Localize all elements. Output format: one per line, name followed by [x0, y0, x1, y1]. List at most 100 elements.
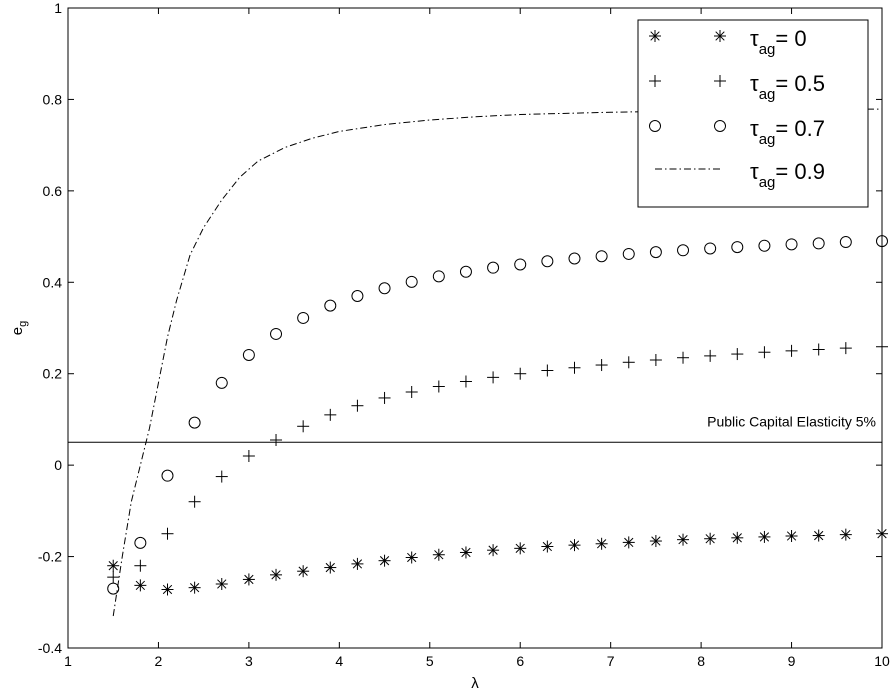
legend-item-0: τag= 0	[649, 26, 807, 58]
y-tick-label: 0.4	[43, 274, 63, 290]
data-point	[839, 236, 852, 249]
data-point	[649, 354, 662, 366]
data-point	[324, 561, 337, 574]
data-point	[595, 537, 608, 550]
data-point	[134, 579, 147, 592]
data-point	[324, 408, 337, 421]
data-point	[487, 371, 500, 384]
data-point	[134, 536, 147, 549]
x-tick-label: 8	[697, 653, 705, 669]
legend-subscript: ag	[759, 41, 776, 58]
legend-label: τag= 0.7	[750, 116, 825, 148]
data-point	[161, 583, 174, 596]
series-1	[107, 340, 888, 584]
legend-label: τag= 0.5	[750, 71, 825, 103]
data-point	[785, 344, 798, 357]
legend-label: τag= 0	[750, 26, 807, 58]
legend-value: = 0.7	[775, 116, 825, 141]
data-point	[297, 311, 310, 324]
data-point	[215, 470, 228, 483]
data-point	[622, 247, 635, 260]
data-point	[541, 255, 554, 268]
data-point	[595, 250, 608, 263]
data-point	[514, 258, 527, 271]
axis-ticks: 1 2 3 4 5 6 7 8 9 10 -0.4 -0.2 0 0.2 0.4 0.6 0.8 1	[38, 0, 890, 669]
data-point	[297, 565, 310, 578]
data-point	[378, 554, 391, 567]
y-tick-label: 0.2	[43, 366, 63, 382]
data-point	[839, 342, 852, 355]
data-point	[487, 544, 500, 557]
data-point	[324, 299, 337, 312]
data-point	[351, 557, 364, 570]
legend-item-1: τag= 0.5	[649, 71, 825, 103]
data-point	[487, 261, 500, 274]
data-point	[758, 346, 771, 359]
data-point	[785, 530, 798, 542]
data-point	[351, 290, 364, 302]
data-point	[704, 242, 717, 255]
data-point	[649, 246, 662, 259]
data-point	[758, 239, 771, 252]
data-point	[731, 531, 744, 544]
data-point	[677, 351, 690, 364]
legend-symbol: τ	[750, 159, 759, 184]
data-point	[514, 542, 527, 555]
data-point	[270, 327, 283, 340]
y-tick-label: -0.4	[38, 640, 62, 656]
legend-symbol: τ	[750, 71, 759, 96]
legend-value: = 0.9	[775, 159, 825, 184]
data-point	[270, 568, 283, 581]
y-axis-label: eg	[9, 321, 29, 335]
legend-marker-right	[714, 30, 726, 42]
x-tick-label: 2	[155, 653, 163, 669]
y-tick-label: 0.8	[43, 91, 63, 107]
data-point	[839, 528, 852, 541]
legend-subscript: ag	[759, 131, 776, 148]
legend-marker-left	[649, 120, 661, 132]
y-tick-label: -0.2	[38, 549, 62, 565]
data-point	[378, 391, 391, 404]
data-point	[812, 529, 825, 542]
legend-symbol: τ	[750, 26, 759, 51]
x-tick-label: 9	[788, 653, 796, 669]
x-tick-label: 4	[335, 653, 343, 669]
data-point	[459, 375, 472, 388]
data-point	[134, 559, 147, 572]
data-point	[432, 380, 445, 393]
legend-value: = 0.5	[775, 71, 825, 96]
x-tick-label: 1	[64, 653, 72, 669]
data-point	[731, 348, 744, 361]
y-axis-label-main: e	[9, 327, 26, 335]
x-tick-label: 3	[245, 653, 253, 669]
data-point	[215, 578, 228, 590]
data-point	[405, 386, 418, 398]
data-point	[161, 527, 174, 540]
x-tick-label: 7	[607, 653, 615, 669]
series-2	[107, 235, 888, 595]
data-point	[622, 356, 635, 369]
data-point	[351, 399, 364, 412]
data-point	[215, 376, 228, 389]
data-point	[541, 364, 554, 377]
x-axis-label-group: λ	[471, 675, 479, 692]
data-point	[242, 450, 255, 462]
data-point	[432, 548, 445, 561]
data-point	[677, 533, 690, 546]
data-point	[731, 241, 744, 254]
y-tick-label: 0.6	[43, 183, 63, 199]
series-line	[112, 108, 883, 617]
data-point	[188, 581, 201, 594]
data-point	[242, 348, 255, 361]
legend-box	[637, 19, 869, 208]
data-point	[541, 540, 554, 553]
legend-item-2: τag= 0.7	[649, 116, 825, 148]
data-point	[188, 495, 201, 508]
legend-marker-left	[649, 75, 661, 87]
data-point	[514, 367, 527, 380]
x-axis-label: λ	[471, 675, 479, 692]
data-point	[677, 244, 690, 257]
legend-subscript: ag	[759, 174, 776, 191]
data-point	[107, 559, 120, 572]
data-point	[704, 349, 717, 362]
